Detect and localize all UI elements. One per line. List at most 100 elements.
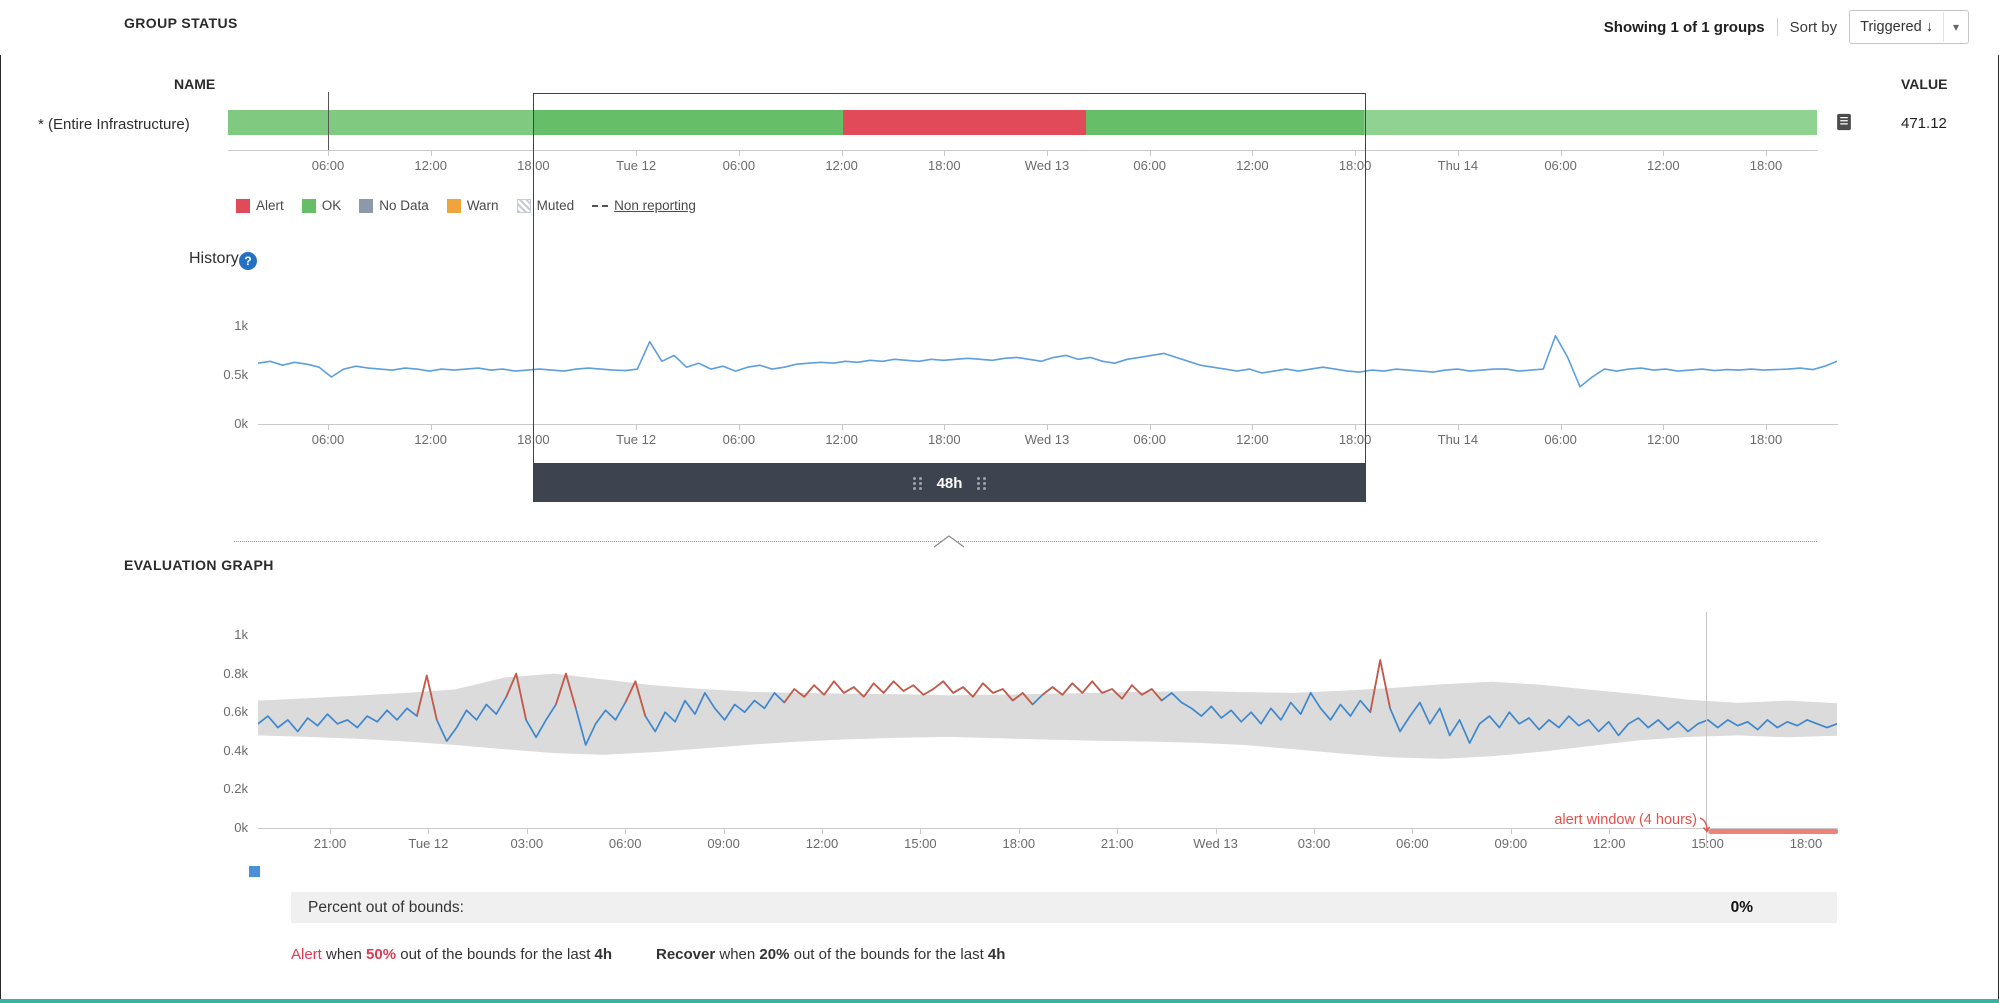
- x-axis-tick-label: Thu 14: [1437, 432, 1479, 447]
- y-axis-label: 0k: [234, 820, 248, 835]
- alert-when-text: when: [321, 946, 367, 963]
- status-segment-ok[interactable]: [533, 110, 843, 135]
- sort-dropdown-value: Triggered ↓: [1860, 19, 1933, 35]
- x-axis-tick-label: 12:00: [1236, 432, 1269, 447]
- drag-handle-icon[interactable]: [912, 476, 923, 491]
- alert-window-label: alert window (4 hours): [1554, 812, 1697, 828]
- timeframe-selection-box[interactable]: 48h: [533, 93, 1366, 502]
- tick-mark: [1047, 151, 1048, 156]
- tick-mark: [625, 829, 627, 834]
- drag-handle-icon[interactable]: [976, 476, 987, 491]
- tick-mark: [841, 425, 843, 430]
- legend-label: Warn: [466, 198, 499, 213]
- alert-window-arrow-icon: [1699, 817, 1711, 833]
- out-of-bounds-segment: [972, 682, 1014, 702]
- x-axis-tick-label: 06:00: [311, 432, 345, 447]
- alert-window-line: [1709, 829, 1838, 834]
- x-axis-tick-label: 21:00: [1100, 836, 1134, 851]
- status-segment-ok-dim-left[interactable]: [228, 110, 534, 135]
- tick-mark: [430, 151, 432, 156]
- evaluation-chart[interactable]: [258, 600, 1837, 830]
- out-of-bounds-segment: [1081, 680, 1103, 694]
- tick-mark: [1252, 425, 1254, 430]
- tick-mark: [1355, 151, 1357, 156]
- tick-mark: [1252, 151, 1254, 156]
- x-axis-tick-label: Tue 12: [616, 432, 657, 447]
- bottom-section-edge: [0, 999, 1999, 1003]
- logs-icon[interactable]: [1834, 112, 1854, 132]
- out-of-bounds-segment: [783, 688, 805, 704]
- legend-item-alert[interactable]: Alert: [236, 198, 284, 213]
- tick-mark: [636, 151, 638, 156]
- legend-item-non-reporting[interactable]: Non reporting: [592, 198, 696, 213]
- x-axis-tick-label: 06:00: [1133, 158, 1166, 173]
- tick-mark: [328, 151, 329, 156]
- x-axis-tick-label: 12:00: [1592, 836, 1626, 851]
- timeframe-handle-bar[interactable]: 48h: [533, 464, 1366, 502]
- timeframe-selection-area[interactable]: [533, 93, 1366, 464]
- tick-mark: [1510, 829, 1512, 834]
- tick-mark: [1663, 425, 1665, 430]
- tick-mark: [1457, 151, 1459, 156]
- showing-groups-count: Showing 1 of 1 groups: [1603, 18, 1765, 36]
- tick-mark: [920, 829, 922, 834]
- x-axis-tick-label: 18:00: [1749, 158, 1783, 173]
- alert-duration: 4h: [594, 946, 613, 963]
- legend-item-warn[interactable]: Warn: [446, 198, 499, 213]
- help-icon[interactable]: ?: [239, 252, 257, 270]
- status-bar[interactable]: [228, 110, 1817, 135]
- percent-out-of-bounds-label: Percent out of bounds:: [308, 898, 464, 916]
- out-of-bounds-segment: [803, 684, 825, 698]
- x-axis-tick-label: 12:00: [414, 158, 447, 173]
- panel-left-border: [0, 55, 1, 1003]
- legend-item-muted[interactable]: Muted: [516, 198, 574, 213]
- x-axis-tick-label: 12:00: [1647, 432, 1680, 447]
- out-of-bounds-segment: [505, 672, 527, 721]
- x-axis-tick-label: 15:00: [1691, 836, 1724, 851]
- tick-mark: [1355, 425, 1357, 430]
- tick-mark: [944, 425, 946, 430]
- legend-swatch-icon: [301, 198, 316, 213]
- x-axis-tick-label: 12:00: [414, 432, 447, 447]
- tick-mark: [1609, 829, 1611, 834]
- percent-out-of-bounds-row: Percent out of bounds: 0%: [291, 892, 1837, 923]
- history-line: [258, 335, 1837, 388]
- legend-item-no-data[interactable]: No Data: [359, 198, 429, 213]
- group-row-name[interactable]: * (Entire Infrastructure): [38, 116, 190, 133]
- header-controls: Showing 1 of 1 groups Sort by Triggered …: [1604, 10, 1969, 44]
- tick-mark: [636, 425, 638, 430]
- tick-mark: [430, 425, 432, 430]
- history-time-axis: 06:00 12:00 18:00 Tue 12 06:00 12:00 18:00 Wed …: [258, 424, 1838, 449]
- y-axis-label: 1k: [234, 627, 248, 642]
- out-of-bounds-segment: [1101, 688, 1123, 700]
- tick-mark: [1117, 829, 1119, 834]
- tick-mark: [1560, 151, 1562, 156]
- status-segment-ok-dim-right[interactable]: [1364, 110, 1817, 135]
- bounds-band: [258, 673, 1837, 759]
- legend-label: Non reporting: [614, 198, 696, 213]
- x-axis-tick-label: 06:00: [311, 158, 345, 173]
- x-axis-tick-label: 18:00: [1749, 432, 1783, 447]
- legend-label: No Data: [379, 198, 429, 213]
- out-of-bounds-segment: [1369, 659, 1391, 713]
- logs-icon-glyph: [1837, 113, 1851, 131]
- legend-item-ok[interactable]: OK: [301, 198, 341, 213]
- tick-mark: [1707, 829, 1709, 834]
- history-chart[interactable]: [258, 310, 1837, 424]
- status-legend: Alert OK No Data Warn Muted Non reporting: [236, 198, 696, 213]
- legend-label: Alert: [256, 198, 284, 213]
- tick-mark: [1560, 425, 1562, 430]
- out-of-bounds-segment: [1041, 686, 1063, 696]
- tick-mark: [738, 151, 740, 156]
- recover-duration: 4h: [987, 946, 1006, 963]
- y-axis-label: 1k: [234, 318, 248, 333]
- hatch-pattern-icon: [516, 198, 531, 213]
- y-axis-label: 0.2k: [223, 781, 248, 797]
- status-segment-ok[interactable]: [1086, 110, 1365, 135]
- tick-mark: [1766, 425, 1767, 430]
- sort-dropdown[interactable]: Triggered ↓ ▾: [1849, 10, 1969, 44]
- chevron-down-icon: ▾: [1942, 12, 1968, 42]
- x-axis-tick-label: Wed 13: [1024, 432, 1070, 447]
- status-segment-alert[interactable]: [842, 110, 1087, 135]
